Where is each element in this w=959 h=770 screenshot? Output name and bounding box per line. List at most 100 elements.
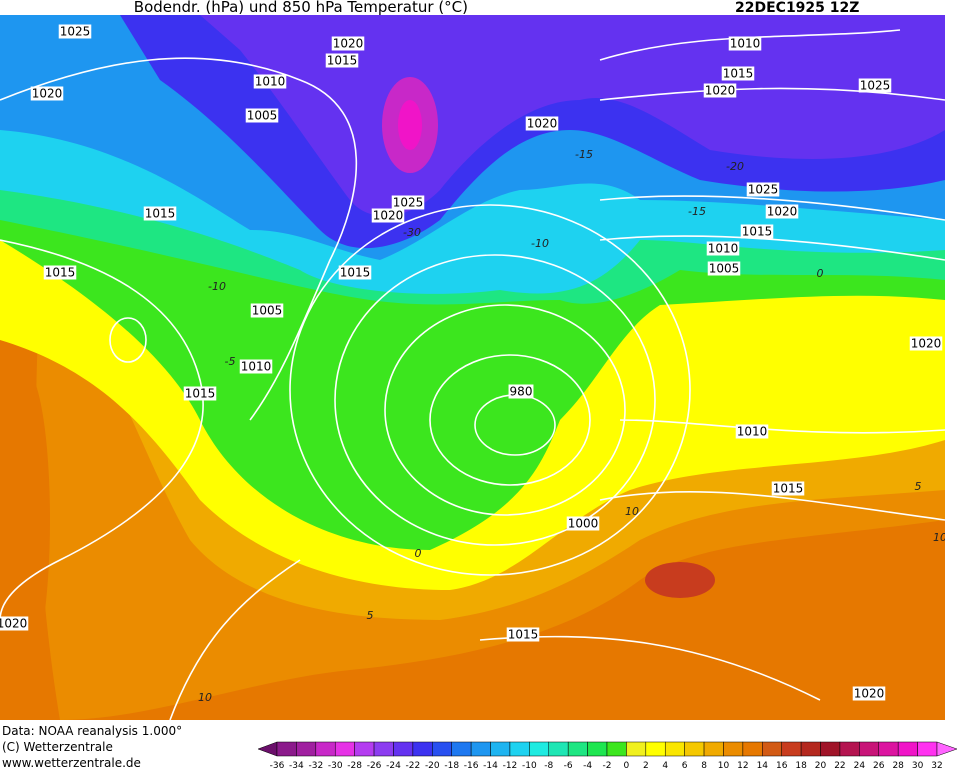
isobar — [334, 254, 656, 546]
temperature-label: 0 — [415, 547, 422, 560]
colorbar-cell — [897, 741, 918, 757]
isobar-label-box — [183, 386, 217, 401]
colorbar-tick-label: 6 — [682, 761, 688, 770]
isobar-label-box — [371, 208, 405, 223]
title-strip — [0, 0, 959, 15]
temperature-labels: -10 -5 0 5 10 -15 -15 -10 0 5 10 10 -20 … — [198, 148, 947, 704]
temperature-label: 10 — [933, 531, 947, 544]
isobar-label-box — [506, 627, 540, 642]
colorbar-cell — [664, 741, 685, 757]
colorbar-tick-label: 18 — [795, 761, 807, 770]
isobar-label: 1015 — [145, 207, 176, 221]
colorbar-tick-label: -28 — [347, 761, 362, 770]
isobar-label-box — [852, 686, 886, 701]
isobar-label: 1015 — [45, 266, 76, 280]
isobar-label-box — [331, 36, 365, 51]
isobar-label-box — [58, 24, 92, 39]
colorbar-cell — [645, 741, 666, 757]
colorbar-tick-label: 24 — [854, 761, 866, 770]
colorbar-cell — [859, 741, 880, 757]
isobar-label-box — [245, 108, 279, 123]
colorbar-tick-label: 26 — [873, 761, 885, 770]
isobar-label: 1025 — [60, 25, 91, 39]
colorbar-cell — [684, 741, 705, 757]
colorbar-tick-label: -4 — [583, 761, 592, 770]
colorbar-cell — [723, 741, 744, 757]
isobar-label-box — [728, 36, 762, 51]
temperature-label: -10 — [208, 280, 226, 293]
colorbar-tick-label: -24 — [386, 761, 401, 770]
isobar-label-box — [765, 204, 799, 219]
colorbar-tick-label: -16 — [464, 761, 479, 770]
footer-copyright: (C) Wetterzentrale — [2, 740, 113, 754]
isobar-label-box — [508, 384, 534, 399]
map-title: Bodendr. (hPa) und 850 hPa Temperatur (°… — [134, 0, 468, 16]
colorbar-tick-label: -18 — [444, 761, 459, 770]
isobar-label: 1010 — [730, 37, 761, 51]
isobar-label: 1020 — [705, 84, 736, 98]
isobar-label-box — [858, 78, 892, 93]
colorbar-cell — [412, 741, 433, 757]
isobar-label: 1000 — [568, 517, 599, 531]
colorbar-tick-label: 32 — [931, 761, 942, 770]
colorbar-tick-label: -26 — [367, 761, 382, 770]
colorbar-cell — [703, 741, 724, 757]
temperature-label: -30 — [403, 226, 421, 239]
colorbar-cell — [470, 741, 491, 757]
colorbar-cell — [490, 741, 511, 757]
isobar — [109, 317, 147, 363]
isobar-label: 1020 — [333, 37, 364, 51]
temperature-label: -20 — [726, 160, 744, 173]
footer-url: www.wetterzentrale.de — [2, 756, 141, 770]
isobar-label: 1020 — [854, 687, 885, 701]
isobar — [289, 204, 691, 576]
colorbar-cell — [393, 741, 414, 757]
isobar-label: 1020 — [0, 617, 27, 631]
isobar-label: 1025 — [860, 79, 891, 93]
isobar-label-box — [525, 116, 559, 131]
colorbar-cell — [509, 741, 530, 757]
isobar-labels: 1025 1020 1015 1010 1020 1005 1020 1010 … — [0, 24, 943, 701]
isobar-label: 1015 — [327, 54, 358, 68]
temperature-label: -15 — [575, 148, 593, 161]
colorbar-cell — [529, 741, 550, 757]
colorbar-cell — [626, 741, 647, 757]
colorbar-cell — [781, 741, 802, 757]
colorbar-cell — [315, 741, 336, 757]
temperature-label: -15 — [688, 205, 706, 218]
colorbar-cell — [878, 741, 899, 757]
isobar-label: 1005 — [709, 262, 740, 276]
isobar-label: 1020 — [373, 209, 404, 223]
isobar-label-box — [338, 265, 372, 280]
temperature-field — [0, 15, 945, 720]
colorbar-tick-label: 2 — [643, 761, 649, 770]
isobar-label-box — [250, 303, 284, 318]
isobar — [0, 239, 204, 621]
colorbar-cell — [839, 741, 860, 757]
colorbar-tick-label: 16 — [776, 761, 788, 770]
isobar — [429, 354, 591, 486]
isobar-label: 1020 — [911, 337, 942, 351]
isobar-label: 1020 — [767, 205, 798, 219]
colorbar-cell — [334, 741, 355, 757]
isobar-label: 1010 — [255, 75, 286, 89]
field-violet — [200, 15, 945, 217]
colorbar-tick-label: -20 — [425, 761, 440, 770]
isobar-label-box — [239, 359, 273, 374]
isobar-label-box — [43, 265, 77, 280]
colorbar-tick-label: -32 — [308, 761, 323, 770]
colorbar-cell — [432, 741, 452, 757]
colorbar-tick-label: 0 — [624, 761, 630, 770]
colorbar-tick-label: -12 — [503, 761, 518, 770]
colorbar-tick-label: -2 — [603, 761, 612, 770]
colorbar-tick-label: 20 — [815, 761, 827, 770]
isobar-label-box — [735, 424, 769, 439]
field-dark-orange — [0, 370, 50, 670]
colorbar: -36 -34 -32 -30 -28 -26 -24 -22 -20 -18 -16 -14 -12-… — [257, 741, 958, 770]
isobar-label-box — [707, 261, 741, 276]
colorbar-tick-label: 22 — [834, 761, 845, 770]
isobar-label: 1025 — [748, 183, 779, 197]
right-margin — [945, 15, 959, 720]
colorbar-tick-label: 30 — [912, 761, 924, 770]
colorbar-cell — [567, 741, 588, 757]
